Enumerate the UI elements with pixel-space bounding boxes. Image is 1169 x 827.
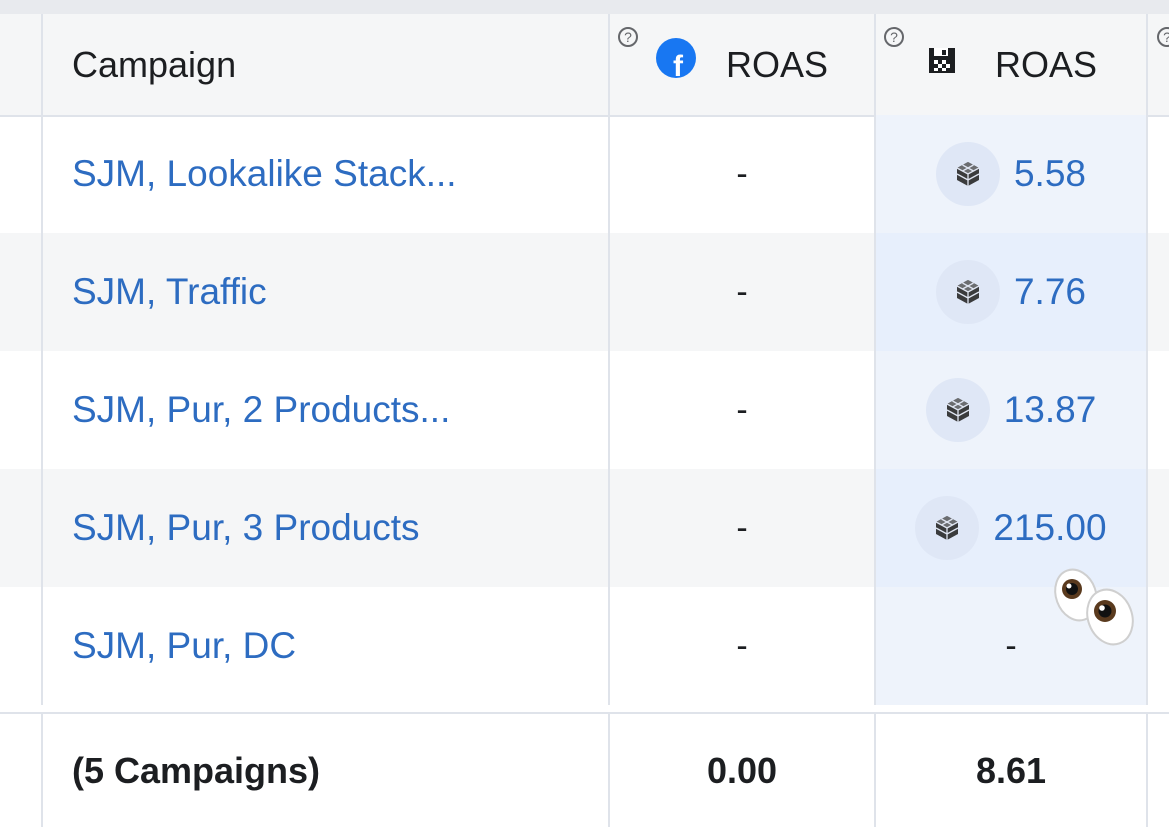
fb-roas-cell: - — [610, 115, 876, 233]
header-fb-roas-label: ROAS — [725, 43, 829, 85]
cube-icon — [915, 496, 980, 560]
db-roas-value[interactable]: 13.87 — [1003, 389, 1097, 430]
fb-roas-cell: - — [610, 233, 876, 351]
footer-spacer — [0, 714, 43, 827]
footer-summary-label: (5 Campaigns) — [72, 749, 321, 791]
campaign-cell: SJM, Pur, 2 Products... — [43, 351, 610, 469]
next-column-cell — [1148, 115, 1169, 233]
table-row: SJM, Pur, 3 Products - 215.00 — [0, 469, 1169, 587]
help-circle-icon[interactable]: ? — [1157, 27, 1169, 47]
db-roas-cell: 215.00 — [876, 469, 1148, 587]
table-row: SJM, Lookalike Stack... - 5.58 — [0, 115, 1169, 233]
row-spacer — [0, 351, 43, 469]
row-spacer — [0, 469, 43, 587]
footer-summary-cell: (5 Campaigns) — [43, 714, 610, 827]
row-spacer — [0, 233, 43, 351]
database-icon — [928, 47, 955, 73]
header-fb-roas[interactable]: ? f ROAS — [610, 14, 876, 115]
footer-next-column — [1148, 714, 1169, 827]
header-db-roas[interactable]: ? ROAS — [876, 14, 1148, 115]
header-next-column: ? — [1148, 14, 1169, 115]
db-roas-cell: 5.58 — [876, 115, 1148, 233]
db-roas-value[interactable]: 5.58 — [1013, 153, 1086, 194]
table-row: SJM, Pur, DC - - — [0, 587, 1169, 705]
campaign-link[interactable]: SJM, Pur, 3 Products — [72, 507, 420, 548]
campaign-table: Campaign ? f ROAS ? ROAS ? — [0, 14, 1169, 827]
header-campaign[interactable]: Campaign — [43, 14, 610, 115]
fb-roas-value: - — [736, 272, 748, 311]
campaign-link[interactable]: SJM, Lookalike Stack... — [72, 153, 457, 194]
campaign-cell: SJM, Pur, 3 Products — [43, 469, 610, 587]
footer-fb-roas-cell: 0.00 — [610, 714, 876, 827]
facebook-glyph: f — [672, 49, 683, 78]
db-roas-value[interactable]: 215.00 — [993, 507, 1107, 548]
footer-db-roas-cell: 8.61 — [876, 714, 1148, 827]
fb-roas-cell: - — [610, 587, 876, 705]
footer-db-roas-total: 8.61 — [975, 749, 1047, 791]
next-column-cell — [1148, 351, 1169, 469]
fb-roas-cell: - — [610, 351, 876, 469]
campaign-cell: SJM, Lookalike Stack... — [43, 115, 610, 233]
table-header: Campaign ? f ROAS ? ROAS ? — [0, 14, 1169, 117]
db-roas-cell: 13.87 — [876, 351, 1148, 469]
next-column-cell — [1148, 233, 1169, 351]
facebook-icon: f — [655, 37, 696, 78]
db-roas-value: - — [1005, 626, 1017, 665]
table-footer: (5 Campaigns) 0.00 8.61 — [0, 712, 1169, 827]
footer-fb-roas-total: 0.00 — [706, 749, 778, 791]
cube-icon — [925, 378, 990, 442]
campaign-link[interactable]: SJM, Pur, 2 Products... — [72, 389, 451, 430]
help-circle-icon[interactable]: ? — [618, 27, 638, 47]
cube-icon — [935, 260, 1000, 324]
fb-roas-value: - — [736, 154, 748, 193]
table-row: SJM, Traffic - 7.76 — [0, 233, 1169, 351]
db-roas-value[interactable]: 7.76 — [1013, 271, 1086, 312]
fb-roas-value: - — [736, 626, 748, 665]
top-band — [0, 0, 1169, 14]
campaign-cell: SJM, Pur, DC — [43, 587, 610, 705]
table-row: SJM, Pur, 2 Products... - 13.87 — [0, 351, 1169, 469]
fb-roas-cell: - — [610, 469, 876, 587]
campaign-link[interactable]: SJM, Traffic — [72, 271, 267, 312]
header-db-roas-label: ROAS — [994, 43, 1098, 85]
header-spacer — [0, 14, 43, 115]
help-circle-icon[interactable]: ? — [884, 27, 904, 47]
campaign-cell: SJM, Traffic — [43, 233, 610, 351]
cube-icon — [935, 142, 1000, 206]
db-roas-cell: 7.76 — [876, 233, 1148, 351]
row-spacer — [0, 587, 43, 705]
eyes-emoji — [1054, 568, 1134, 646]
next-column-cell — [1148, 469, 1169, 587]
campaign-link[interactable]: SJM, Pur, DC — [72, 625, 297, 666]
fb-roas-value: - — [736, 390, 748, 429]
row-spacer — [0, 115, 43, 233]
next-column-cell — [1148, 587, 1169, 705]
header-campaign-label: Campaign — [72, 43, 237, 85]
fb-roas-value: - — [736, 508, 748, 547]
